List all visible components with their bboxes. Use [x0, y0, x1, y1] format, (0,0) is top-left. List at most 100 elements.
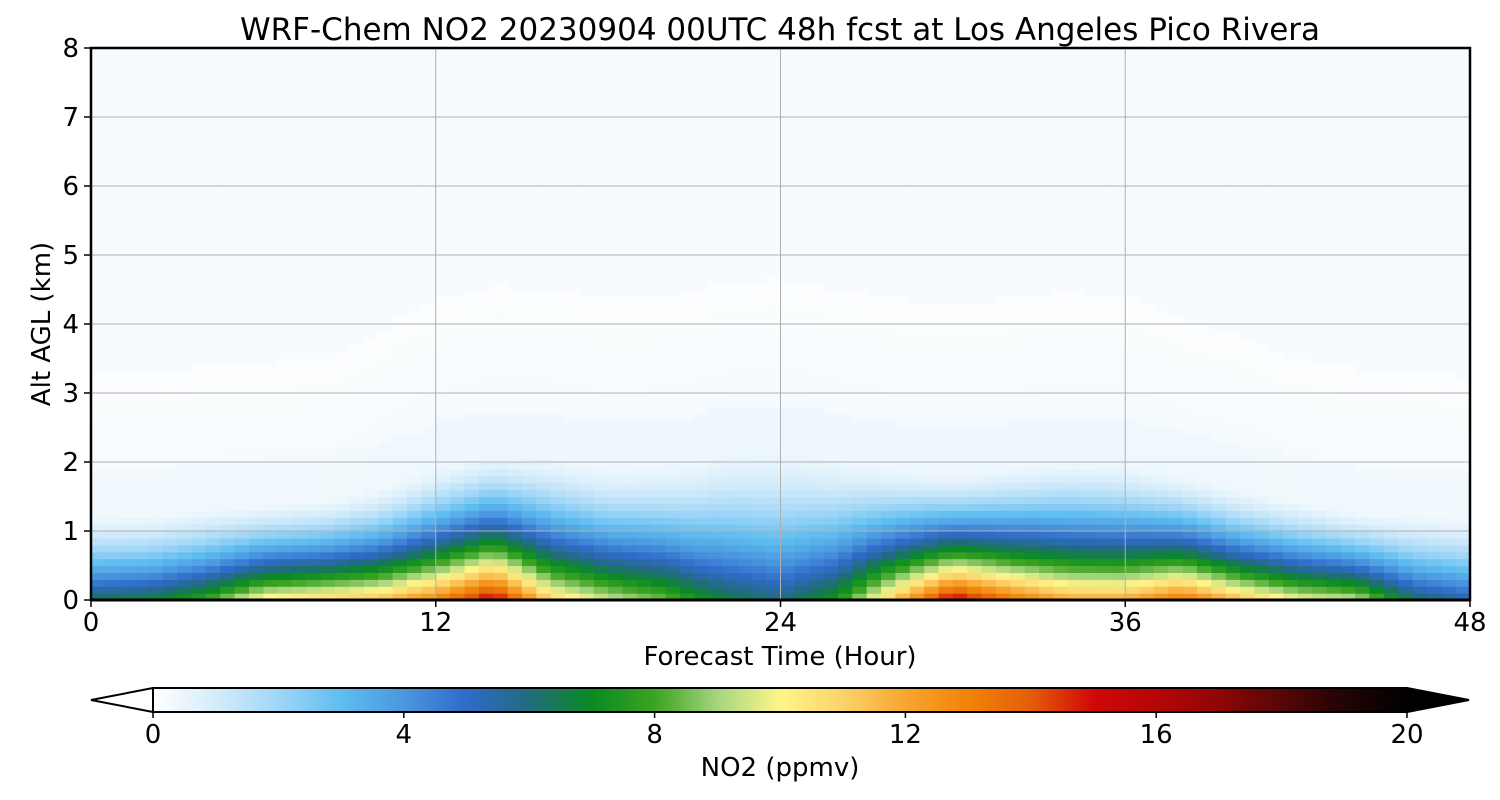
heatmap-cell: [205, 172, 221, 180]
heatmap-cell: [737, 303, 753, 311]
heatmap-cell: [335, 296, 351, 304]
heatmap-cell: [493, 482, 509, 491]
heatmap-cell: [378, 399, 394, 408]
heatmap-cell: [450, 227, 466, 235]
heatmap-cell: [119, 103, 135, 111]
heatmap-cell: [435, 324, 451, 332]
heatmap-cell: [766, 496, 782, 504]
heatmap-cell: [823, 482, 839, 491]
heatmap-cell: [134, 593, 150, 601]
heatmap-cell: [780, 248, 796, 256]
heatmap-cell: [794, 544, 810, 553]
heatmap-cell: [579, 179, 595, 187]
heatmap-cell: [105, 130, 121, 139]
heatmap-cell: [363, 579, 379, 587]
heatmap-cell: [464, 213, 480, 222]
heatmap-cell: [363, 551, 379, 560]
heatmap-cell: [407, 199, 422, 208]
heatmap-cell: [392, 537, 408, 546]
heatmap-cell: [895, 448, 911, 456]
heatmap-cell: [91, 344, 106, 353]
heatmap-cell: [378, 462, 394, 470]
heatmap-cell: [435, 296, 451, 304]
heatmap-cell: [292, 289, 308, 297]
heatmap-cell: [852, 151, 868, 159]
heatmap-cell: [521, 268, 537, 277]
heatmap-cell: [665, 137, 681, 146]
heatmap-cell: [249, 144, 264, 153]
heatmap-cell: [119, 468, 135, 477]
heatmap-cell: [565, 393, 580, 401]
heatmap-cell: [363, 572, 379, 580]
heatmap-cell: [105, 455, 121, 463]
heatmap-cell: [220, 234, 236, 242]
heatmap-cell: [608, 517, 624, 525]
heatmap-cell: [608, 151, 624, 159]
heatmap-cell: [852, 358, 868, 366]
heatmap-cell: [105, 117, 121, 125]
heatmap-cell: [665, 434, 681, 442]
heatmap-cell: [306, 537, 322, 546]
heatmap-cell: [177, 330, 193, 339]
heatmap-cell: [162, 48, 178, 56]
heatmap-cell: [952, 75, 968, 84]
heatmap-cell: [521, 89, 537, 97]
heatmap-cell: [148, 54, 164, 63]
heatmap-cell: [263, 206, 279, 215]
heatmap-cell: [536, 558, 552, 567]
heatmap-cell: [162, 482, 178, 491]
heatmap-cell: [91, 351, 106, 360]
heatmap-cell: [177, 248, 193, 256]
heatmap-cell: [780, 54, 796, 63]
heatmap-cell: [435, 544, 451, 553]
heatmap-cell: [521, 48, 537, 56]
heatmap-cell: [665, 441, 681, 449]
heatmap-cell: [450, 379, 466, 387]
heatmap-cell: [306, 289, 322, 297]
heatmap-cell: [263, 406, 279, 415]
heatmap-cell: [866, 310, 882, 318]
heatmap-cell: [234, 227, 250, 235]
heatmap-cell: [708, 289, 724, 297]
heatmap-cell: [837, 151, 853, 159]
heatmap-cell: [565, 379, 580, 387]
heatmap-cell: [335, 551, 351, 560]
heatmap-cell: [723, 192, 738, 201]
heatmap-cell: [565, 151, 580, 159]
heatmap-cell: [622, 420, 638, 429]
heatmap-cell: [952, 165, 968, 173]
heatmap-cell: [895, 227, 911, 235]
heatmap-cell: [521, 310, 537, 318]
heatmap-cell: [478, 303, 494, 311]
heatmap-cell: [550, 565, 566, 573]
heatmap-cell: [565, 192, 580, 201]
heatmap-cell: [938, 593, 954, 601]
heatmap-cell: [909, 399, 925, 408]
heatmap-cell: [794, 386, 810, 394]
heatmap-cell: [464, 524, 480, 532]
heatmap-cell: [737, 158, 753, 166]
heatmap-cell: [881, 261, 897, 270]
heatmap-cell: [651, 455, 667, 463]
heatmap-cell: [363, 358, 379, 366]
heatmap-cell: [708, 68, 724, 77]
heatmap-cell: [895, 558, 911, 567]
heatmap-cell: [263, 241, 279, 249]
heatmap-cell: [249, 89, 264, 97]
heatmap-cell: [177, 289, 193, 297]
heatmap-cell: [134, 220, 150, 228]
heatmap-cell: [162, 372, 178, 380]
heatmap-cell: [938, 220, 954, 228]
heatmap-cell: [622, 275, 638, 284]
heatmap-cell: [837, 544, 853, 553]
heatmap-cell: [967, 227, 983, 235]
heatmap-cell: [938, 537, 954, 546]
heatmap-cell: [521, 386, 537, 394]
heatmap-cell: [651, 172, 667, 180]
heatmap-cell: [881, 358, 897, 366]
heatmap-cell: [134, 379, 150, 387]
heatmap-cell: [938, 275, 954, 284]
heatmap-cell: [91, 220, 106, 228]
heatmap-cell: [148, 524, 164, 532]
heatmap-cell: [952, 468, 968, 477]
